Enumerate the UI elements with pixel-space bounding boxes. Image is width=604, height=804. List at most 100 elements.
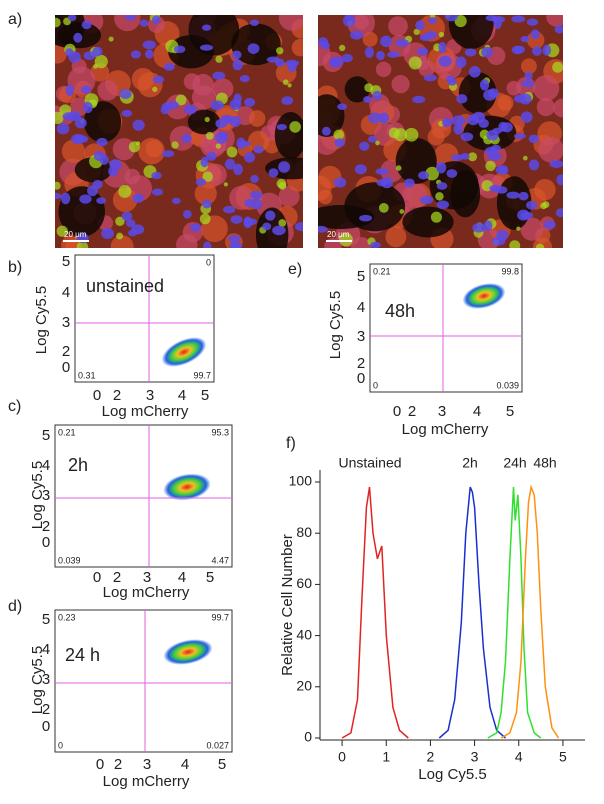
green-signal bbox=[56, 225, 68, 237]
nucleus bbox=[513, 133, 526, 140]
x-tick-label: 0 bbox=[96, 756, 104, 773]
nucleus bbox=[125, 15, 136, 21]
cell bbox=[112, 138, 136, 161]
nucleus bbox=[224, 158, 236, 170]
nucleus bbox=[446, 75, 455, 83]
y-tick-label: 4 bbox=[42, 641, 50, 658]
cell bbox=[247, 130, 270, 152]
green-signal bbox=[278, 219, 287, 227]
green-signal bbox=[55, 111, 64, 125]
nucleus bbox=[163, 62, 175, 71]
nucleus bbox=[359, 141, 370, 151]
green-signal bbox=[276, 47, 284, 55]
nucleus bbox=[276, 124, 287, 131]
green-signal bbox=[108, 36, 114, 42]
dark-region bbox=[318, 205, 375, 230]
dark-region bbox=[255, 207, 289, 248]
nucleus bbox=[451, 154, 464, 161]
nucleus bbox=[183, 104, 197, 115]
cell bbox=[183, 73, 201, 90]
nucleus bbox=[266, 56, 280, 63]
nucleus bbox=[423, 74, 437, 82]
cell bbox=[351, 236, 372, 248]
nucleus bbox=[249, 19, 259, 26]
green-signal bbox=[413, 28, 420, 36]
x-tick-label: 3 bbox=[143, 569, 151, 586]
green-signal bbox=[76, 241, 89, 248]
nucleus bbox=[139, 19, 149, 27]
y-tick-label: 2 bbox=[62, 343, 70, 360]
nucleus bbox=[92, 46, 103, 57]
cell bbox=[131, 67, 155, 91]
nucleus bbox=[73, 32, 83, 43]
nucleus bbox=[417, 171, 430, 180]
nucleus bbox=[233, 93, 242, 105]
nucleus bbox=[368, 112, 382, 124]
green-signal bbox=[399, 209, 405, 214]
green-signal bbox=[152, 86, 158, 92]
nucleus bbox=[354, 164, 367, 175]
green-signal bbox=[175, 94, 187, 106]
nucleus bbox=[206, 151, 217, 161]
cell-population bbox=[163, 473, 211, 501]
nucleus bbox=[520, 35, 530, 43]
nucleus bbox=[230, 242, 243, 248]
nucleus bbox=[460, 132, 474, 142]
quadrant-percent: 0.21 bbox=[373, 266, 391, 276]
histogram-curve bbox=[341, 486, 409, 739]
green-signal bbox=[93, 64, 98, 69]
nucleus bbox=[287, 61, 297, 73]
cell bbox=[520, 217, 544, 241]
y-axis-label: Log Cy5.5 bbox=[33, 286, 50, 354]
nucleus bbox=[101, 227, 114, 240]
nucleus bbox=[201, 24, 212, 31]
nucleus bbox=[215, 131, 228, 144]
cell bbox=[538, 136, 563, 163]
dark-region bbox=[344, 76, 370, 103]
green-signal bbox=[540, 202, 547, 210]
y-tick-label: 4 bbox=[62, 284, 70, 301]
dark-region bbox=[83, 101, 122, 143]
panel-label: b) bbox=[8, 259, 22, 276]
quadrant-percent: 0 bbox=[206, 257, 211, 267]
nucleus bbox=[119, 89, 132, 99]
nucleus bbox=[272, 225, 286, 236]
cell bbox=[391, 75, 410, 94]
green-signal bbox=[535, 243, 545, 248]
nucleus bbox=[456, 94, 468, 104]
sample-label: unstained bbox=[86, 276, 164, 296]
nucleus bbox=[342, 15, 356, 27]
nucleus bbox=[511, 45, 524, 55]
nucleus bbox=[83, 51, 96, 60]
panel-label: a) bbox=[8, 11, 22, 28]
y-axis-label: Log Cy5.5 bbox=[29, 646, 46, 714]
nucleus bbox=[161, 102, 173, 111]
green-signal bbox=[552, 61, 563, 73]
x-tick-label: 0 bbox=[93, 569, 101, 586]
nucleus bbox=[506, 191, 520, 199]
nucleus bbox=[555, 208, 563, 218]
nucleus bbox=[151, 171, 162, 180]
nucleus bbox=[378, 112, 390, 124]
nucleus bbox=[549, 160, 563, 168]
cell bbox=[318, 189, 333, 205]
sample-label: 24 h bbox=[65, 645, 100, 665]
nucleus bbox=[417, 47, 429, 56]
nucleus bbox=[387, 51, 400, 58]
green-signal bbox=[118, 184, 132, 198]
y-axis-label: Log Cy5.5 bbox=[29, 461, 46, 529]
nucleus bbox=[419, 33, 432, 42]
nucleus bbox=[438, 55, 452, 67]
green-signal bbox=[226, 146, 238, 158]
nucleus bbox=[441, 117, 453, 128]
nucleus bbox=[519, 93, 532, 105]
green-signal bbox=[287, 83, 292, 88]
y-tick-label: 4 bbox=[42, 457, 50, 474]
micrograph bbox=[55, 15, 303, 248]
x-tick-label: 3 bbox=[438, 403, 446, 420]
y-tick-label: 0 bbox=[42, 534, 50, 551]
nucleus bbox=[239, 74, 250, 83]
nucleus bbox=[74, 117, 87, 129]
green-signal bbox=[215, 143, 221, 149]
x-tick-label: 1 bbox=[382, 749, 390, 765]
